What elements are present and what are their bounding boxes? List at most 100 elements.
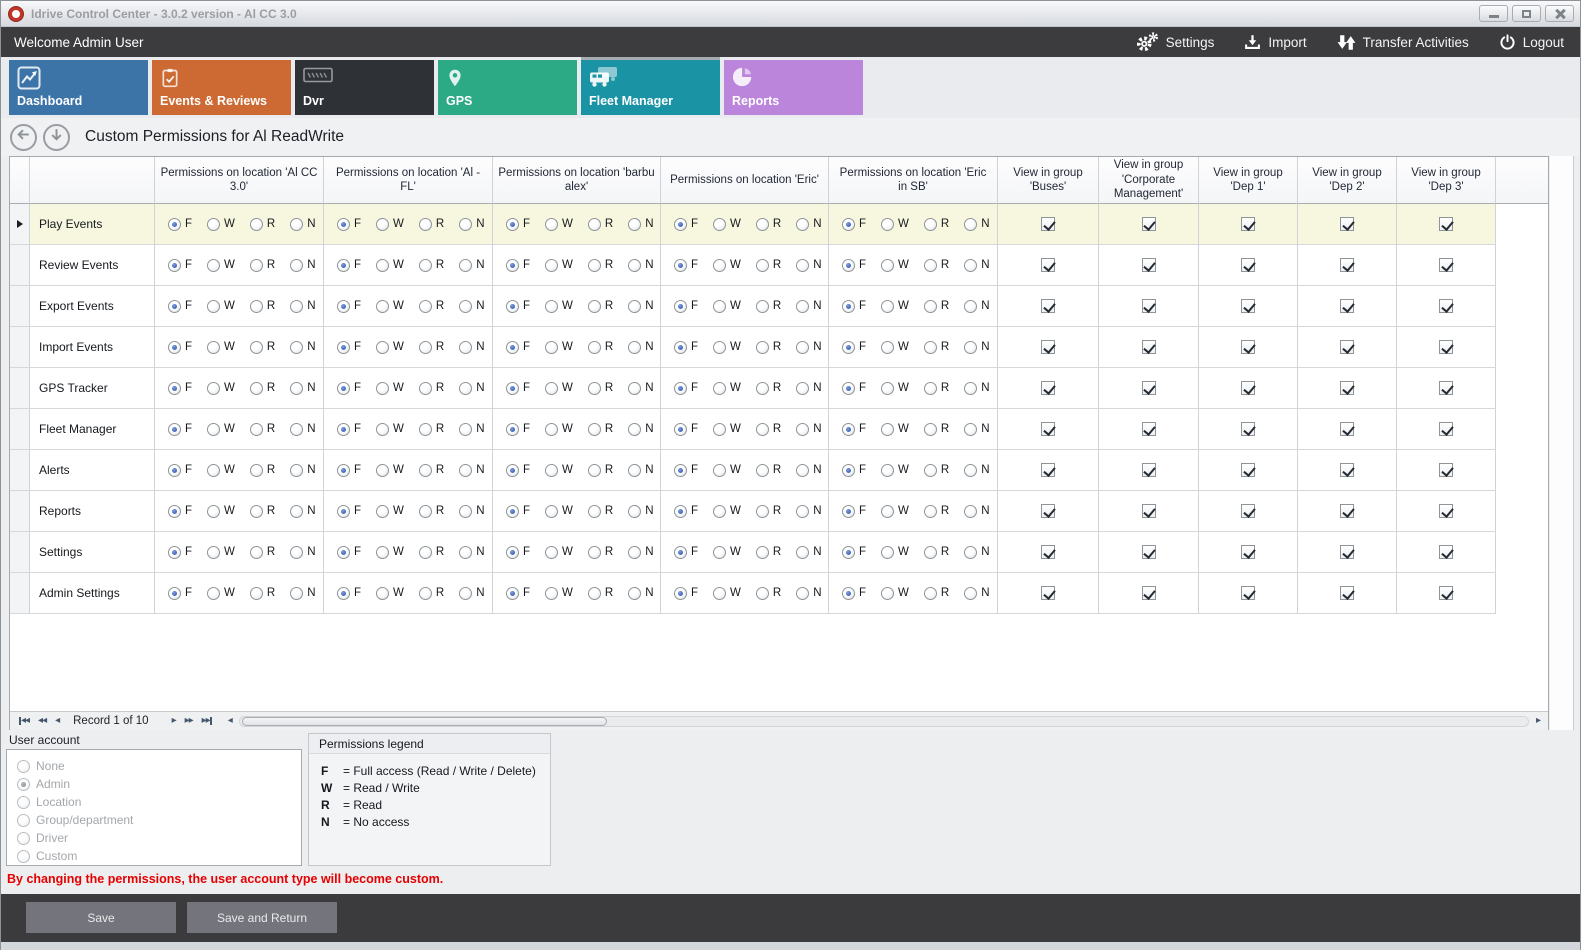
radio-R[interactable] — [755, 258, 769, 272]
radio-N[interactable] — [290, 586, 304, 600]
radio-W[interactable] — [545, 422, 559, 436]
radio-F[interactable] — [506, 258, 519, 272]
next-record-button[interactable]: ▸ — [171, 715, 177, 726]
tab-gps[interactable]: GPS — [438, 60, 577, 115]
radio-R[interactable] — [923, 545, 937, 559]
radio-N[interactable] — [964, 422, 978, 436]
radio-W[interactable] — [881, 586, 895, 600]
radio-W[interactable] — [376, 463, 390, 477]
group-checkbox[interactable] — [1041, 340, 1055, 354]
radio-F[interactable] — [506, 422, 519, 436]
group-checkbox[interactable] — [1241, 586, 1255, 600]
radio-driver[interactable] — [17, 831, 30, 845]
radio-N[interactable] — [796, 545, 810, 559]
radio-F[interactable] — [168, 463, 181, 477]
radio-W[interactable] — [713, 340, 727, 354]
radio-F[interactable] — [674, 422, 687, 436]
radio-F[interactable] — [168, 381, 181, 395]
radio-R[interactable] — [587, 340, 601, 354]
radio-R[interactable] — [923, 217, 937, 231]
radio-W[interactable] — [207, 504, 221, 518]
radio-W[interactable] — [545, 504, 559, 518]
group-checkbox[interactable] — [1439, 463, 1453, 477]
radio-W[interactable] — [881, 340, 895, 354]
radio-W[interactable] — [207, 463, 221, 477]
radio-W[interactable] — [881, 422, 895, 436]
group-checkbox[interactable] — [1340, 504, 1354, 518]
radio-N[interactable] — [628, 504, 642, 518]
radio-F[interactable] — [674, 258, 687, 272]
radio-R[interactable] — [923, 299, 937, 313]
radio-location[interactable] — [17, 795, 30, 809]
radio-N[interactable] — [796, 463, 810, 477]
group-checkbox[interactable] — [1141, 545, 1156, 559]
radio-F[interactable] — [506, 586, 519, 600]
radio-W[interactable] — [207, 258, 221, 272]
radio-N[interactable] — [964, 217, 978, 231]
radio-F[interactable] — [337, 463, 350, 477]
radio-F[interactable] — [168, 504, 181, 518]
radio-F[interactable] — [337, 299, 350, 313]
radio-R[interactable] — [587, 258, 601, 272]
radio-F[interactable] — [674, 545, 687, 559]
radio-N[interactable] — [796, 217, 810, 231]
group-checkbox[interactable] — [1241, 340, 1255, 354]
group-checkbox[interactable] — [1439, 258, 1453, 272]
radio-N[interactable] — [459, 340, 473, 354]
group-checkbox[interactable] — [1439, 340, 1453, 354]
radio-F[interactable] — [674, 504, 687, 518]
radio-R[interactable] — [923, 463, 937, 477]
group-checkbox[interactable] — [1041, 463, 1055, 477]
radio-F[interactable] — [842, 340, 855, 354]
radio-admin[interactable] — [17, 777, 30, 791]
radio-N[interactable] — [290, 299, 304, 313]
radio-F[interactable] — [337, 340, 350, 354]
radio-W[interactable] — [376, 545, 390, 559]
group-checkbox[interactable] — [1141, 586, 1156, 600]
radio-N[interactable] — [459, 463, 473, 477]
radio-N[interactable] — [290, 217, 304, 231]
radio-W[interactable] — [881, 463, 895, 477]
radio-group-department[interactable] — [17, 813, 30, 827]
next-page-button[interactable]: ▸▸ — [184, 715, 194, 726]
radio-R[interactable] — [249, 299, 263, 313]
radio-N[interactable] — [964, 463, 978, 477]
row-label-settings[interactable]: Settings — [30, 532, 155, 573]
group-checkbox[interactable] — [1340, 545, 1354, 559]
radio-N[interactable] — [290, 422, 304, 436]
radio-W[interactable] — [713, 586, 727, 600]
first-record-button[interactable]: ◂◂ — [19, 715, 30, 726]
radio-R[interactable] — [923, 381, 937, 395]
radio-F[interactable] — [506, 381, 519, 395]
radio-N[interactable] — [459, 422, 473, 436]
transfer-activities-button[interactable]: Transfer Activities — [1337, 34, 1469, 51]
tab-dashboard[interactable]: Dashboard — [9, 60, 148, 115]
close-button[interactable] — [1545, 5, 1574, 22]
radio-W[interactable] — [881, 299, 895, 313]
group-checkbox[interactable] — [1340, 299, 1354, 313]
radio-N[interactable] — [290, 504, 304, 518]
radio-R[interactable] — [755, 586, 769, 600]
group-checkbox[interactable] — [1340, 340, 1354, 354]
group-checkbox[interactable] — [1041, 217, 1055, 231]
radio-F[interactable] — [168, 258, 181, 272]
radio-F[interactable] — [842, 586, 855, 600]
radio-W[interactable] — [545, 381, 559, 395]
group-checkbox[interactable] — [1041, 422, 1055, 436]
radio-N[interactable] — [459, 258, 473, 272]
radio-W[interactable] — [881, 258, 895, 272]
radio-R[interactable] — [249, 381, 263, 395]
radio-F[interactable] — [674, 381, 687, 395]
radio-R[interactable] — [249, 340, 263, 354]
radio-N[interactable] — [459, 586, 473, 600]
radio-N[interactable] — [964, 340, 978, 354]
radio-R[interactable] — [923, 258, 937, 272]
group-checkbox[interactable] — [1241, 299, 1255, 313]
radio-N[interactable] — [796, 299, 810, 313]
group-checkbox[interactable] — [1241, 258, 1255, 272]
radio-W[interactable] — [545, 217, 559, 231]
radio-W[interactable] — [881, 545, 895, 559]
row-label-fleet-manager[interactable]: Fleet Manager — [30, 409, 155, 450]
radio-F[interactable] — [506, 340, 519, 354]
group-checkbox[interactable] — [1041, 504, 1055, 518]
